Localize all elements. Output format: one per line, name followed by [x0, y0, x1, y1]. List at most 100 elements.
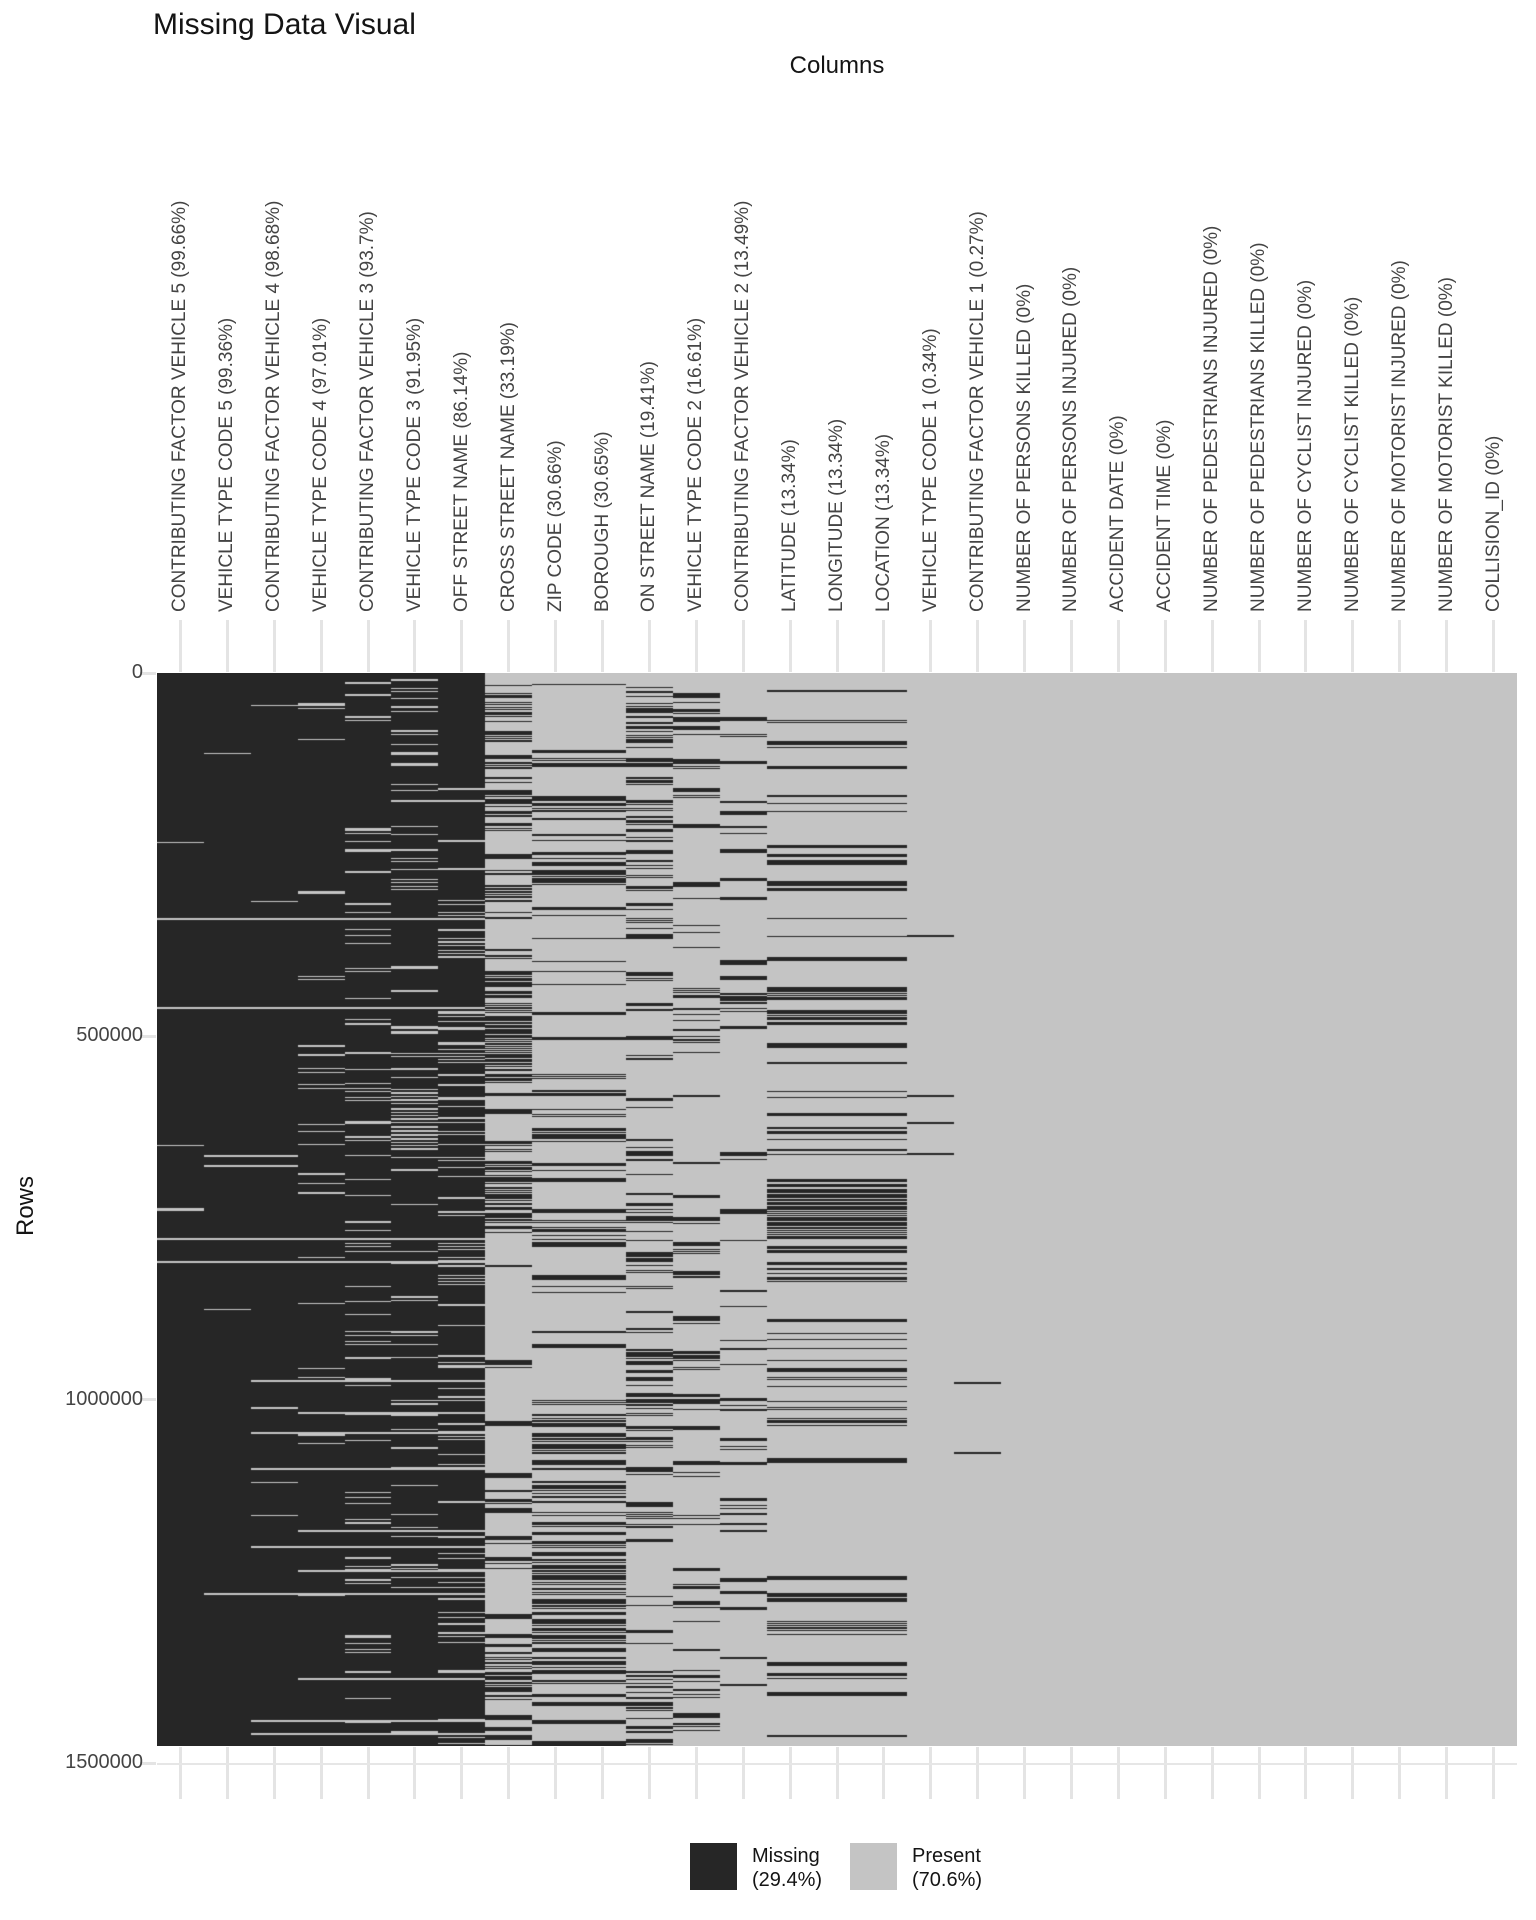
x-tick-top — [694, 620, 698, 672]
x-tick-bottom — [788, 1747, 792, 1799]
x-tick-top — [413, 620, 417, 672]
x-tick-top — [366, 620, 370, 672]
column-label: COLLISION_ID (0%) — [1482, 435, 1504, 612]
column-label: CROSS STREET NAME (33.19%) — [497, 321, 519, 612]
x-tick-bottom — [1210, 1747, 1214, 1799]
legend-present-swatch — [850, 1843, 897, 1890]
legend-missing-label: Missing (29.4%) — [752, 1844, 822, 1892]
x-tick-top — [1163, 620, 1167, 672]
x-tick-top — [788, 620, 792, 672]
x-tick-top — [835, 620, 839, 672]
legend-present-name: Present — [912, 1845, 981, 1867]
x-tick-top — [741, 620, 745, 672]
y-tick-label: 1500000 — [65, 1751, 143, 1773]
column-label: LOCATION (13.34%) — [872, 433, 894, 612]
x-tick-top — [225, 620, 229, 672]
x-tick-bottom — [319, 1747, 323, 1799]
x-tick-bottom — [1163, 1747, 1167, 1799]
x-tick-top — [1116, 620, 1120, 672]
x-tick-bottom — [976, 1747, 980, 1799]
x-tick-bottom — [460, 1747, 464, 1799]
x-tick-bottom — [1398, 1747, 1402, 1799]
x-tick-top — [1069, 620, 1073, 672]
x-tick-bottom — [1445, 1747, 1449, 1799]
x-tick-bottom — [554, 1747, 558, 1799]
x-tick-bottom — [1069, 1747, 1073, 1799]
column-label: NUMBER OF CYCLIST INJURED (0%) — [1294, 279, 1316, 612]
x-tick-top — [1257, 620, 1261, 672]
column-label: BOROUGH (30.65%) — [591, 431, 613, 612]
x-tick-bottom — [1492, 1747, 1496, 1799]
column-label: NUMBER OF PEDESTRIANS INJURED (0%) — [1201, 225, 1223, 612]
x-tick-bottom — [413, 1747, 417, 1799]
x-tick-bottom — [882, 1747, 886, 1799]
x-tick-top — [272, 620, 276, 672]
x-tick-bottom — [929, 1747, 933, 1799]
column-label: NUMBER OF PEDESTRIANS KILLED (0%) — [1248, 242, 1270, 612]
x-tick-top — [178, 620, 182, 672]
x-tick-bottom — [507, 1747, 511, 1799]
x-tick-bottom — [272, 1747, 276, 1799]
column-label: CONTRIBUTING FACTOR VEHICLE 2 (13.49%) — [732, 200, 754, 612]
column-label: CONTRIBUTING FACTOR VEHICLE 5 (99.66%) — [169, 200, 191, 612]
missing-data-matrix — [157, 673, 1517, 1746]
x-tick-top — [554, 620, 558, 672]
y-tick — [140, 1761, 156, 1765]
x-tick-bottom — [647, 1747, 651, 1799]
x-tick-top — [882, 620, 886, 672]
x-tick-top — [460, 620, 464, 672]
column-label: CONTRIBUTING FACTOR VEHICLE 3 (93.7%) — [357, 211, 379, 612]
column-label: NUMBER OF CYCLIST KILLED (0%) — [1341, 296, 1363, 612]
column-label: ON STREET NAME (19.41%) — [638, 361, 660, 612]
x-tick-top — [1210, 620, 1214, 672]
x-tick-bottom — [694, 1747, 698, 1799]
y-tick-label: 0 — [131, 661, 143, 683]
column-label: ACCIDENT DATE (0%) — [1107, 415, 1129, 612]
gridline-1500000 — [157, 1763, 1517, 1765]
x-tick-bottom — [1116, 1747, 1120, 1799]
y-tick-label: 500000 — [76, 1024, 143, 1047]
x-tick-bottom — [366, 1747, 370, 1799]
column-label: VEHICLE TYPE CODE 5 (99.36%) — [216, 317, 238, 612]
column-label: LONGITUDE (13.34%) — [826, 418, 847, 612]
y-tick — [140, 1034, 156, 1038]
column-label: OFF STREET NAME (86.14%) — [450, 351, 472, 612]
x-tick-bottom — [1257, 1747, 1261, 1799]
column-label: CONTRIBUTING FACTOR VEHICLE 1 (0.27%) — [966, 211, 988, 612]
x-tick-top — [1304, 620, 1308, 672]
x-tick-top — [929, 620, 933, 672]
column-label: CONTRIBUTING FACTOR VEHICLE 4 (98.68%) — [263, 200, 285, 612]
y-tick — [140, 671, 156, 675]
legend: Missing (29.4%) Present (70.6%) — [0, 1843, 1536, 1903]
x-tick-top — [647, 620, 651, 672]
x-tick-bottom — [601, 1747, 605, 1799]
x-tick-bottom — [741, 1747, 745, 1799]
x-tick-top — [601, 620, 605, 672]
x-tick-bottom — [178, 1747, 182, 1799]
column-label: VEHICLE TYPE CODE 3 (91.95%) — [403, 317, 425, 612]
column-label: ACCIDENT TIME (0%) — [1154, 419, 1176, 613]
column-label: VEHICLE TYPE CODE 4 (97.01%) — [310, 317, 332, 612]
x-tick-top — [507, 620, 511, 672]
x-tick-bottom — [1351, 1747, 1355, 1799]
column-label: NUMBER OF PERSONS KILLED (0%) — [1013, 283, 1035, 612]
y-axis-title: Rows — [12, 1175, 39, 1236]
x-tick-top — [1492, 620, 1496, 672]
page-title: Missing Data Visual — [153, 8, 416, 41]
x-tick-top — [319, 620, 323, 672]
column-label: ZIP CODE (30.66%) — [544, 440, 566, 612]
y-tick — [140, 1398, 156, 1402]
column-label: LATITUDE (13.34%) — [779, 439, 801, 612]
legend-missing-pct: (29.4%) — [752, 1869, 823, 1891]
x-tick-top — [1351, 620, 1355, 672]
legend-missing-swatch — [690, 1843, 737, 1890]
x-tick-top — [976, 620, 980, 672]
x-tick-top — [1445, 620, 1449, 672]
x-tick-bottom — [1023, 1747, 1027, 1799]
x-tick-bottom — [1304, 1747, 1308, 1799]
column-label: NUMBER OF PERSONS INJURED (0%) — [1060, 266, 1082, 612]
legend-present-pct: (70.6%) — [912, 1869, 983, 1891]
legend-present-label: Present (70.6%) — [912, 1844, 982, 1892]
column-label: NUMBER OF MOTORIST INJURED (0%) — [1388, 260, 1410, 612]
